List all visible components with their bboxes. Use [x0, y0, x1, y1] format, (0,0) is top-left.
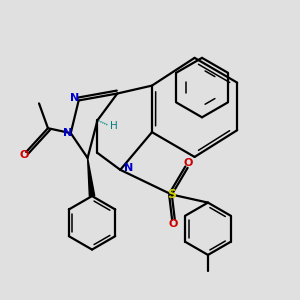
Text: N: N — [70, 93, 80, 103]
Text: S: S — [167, 188, 176, 201]
Text: N: N — [62, 128, 72, 138]
Text: O: O — [19, 150, 28, 160]
Text: O: O — [184, 158, 193, 168]
Polygon shape — [88, 158, 95, 196]
Text: N: N — [124, 163, 133, 173]
Text: H: H — [110, 121, 118, 131]
Text: O: O — [169, 219, 178, 229]
